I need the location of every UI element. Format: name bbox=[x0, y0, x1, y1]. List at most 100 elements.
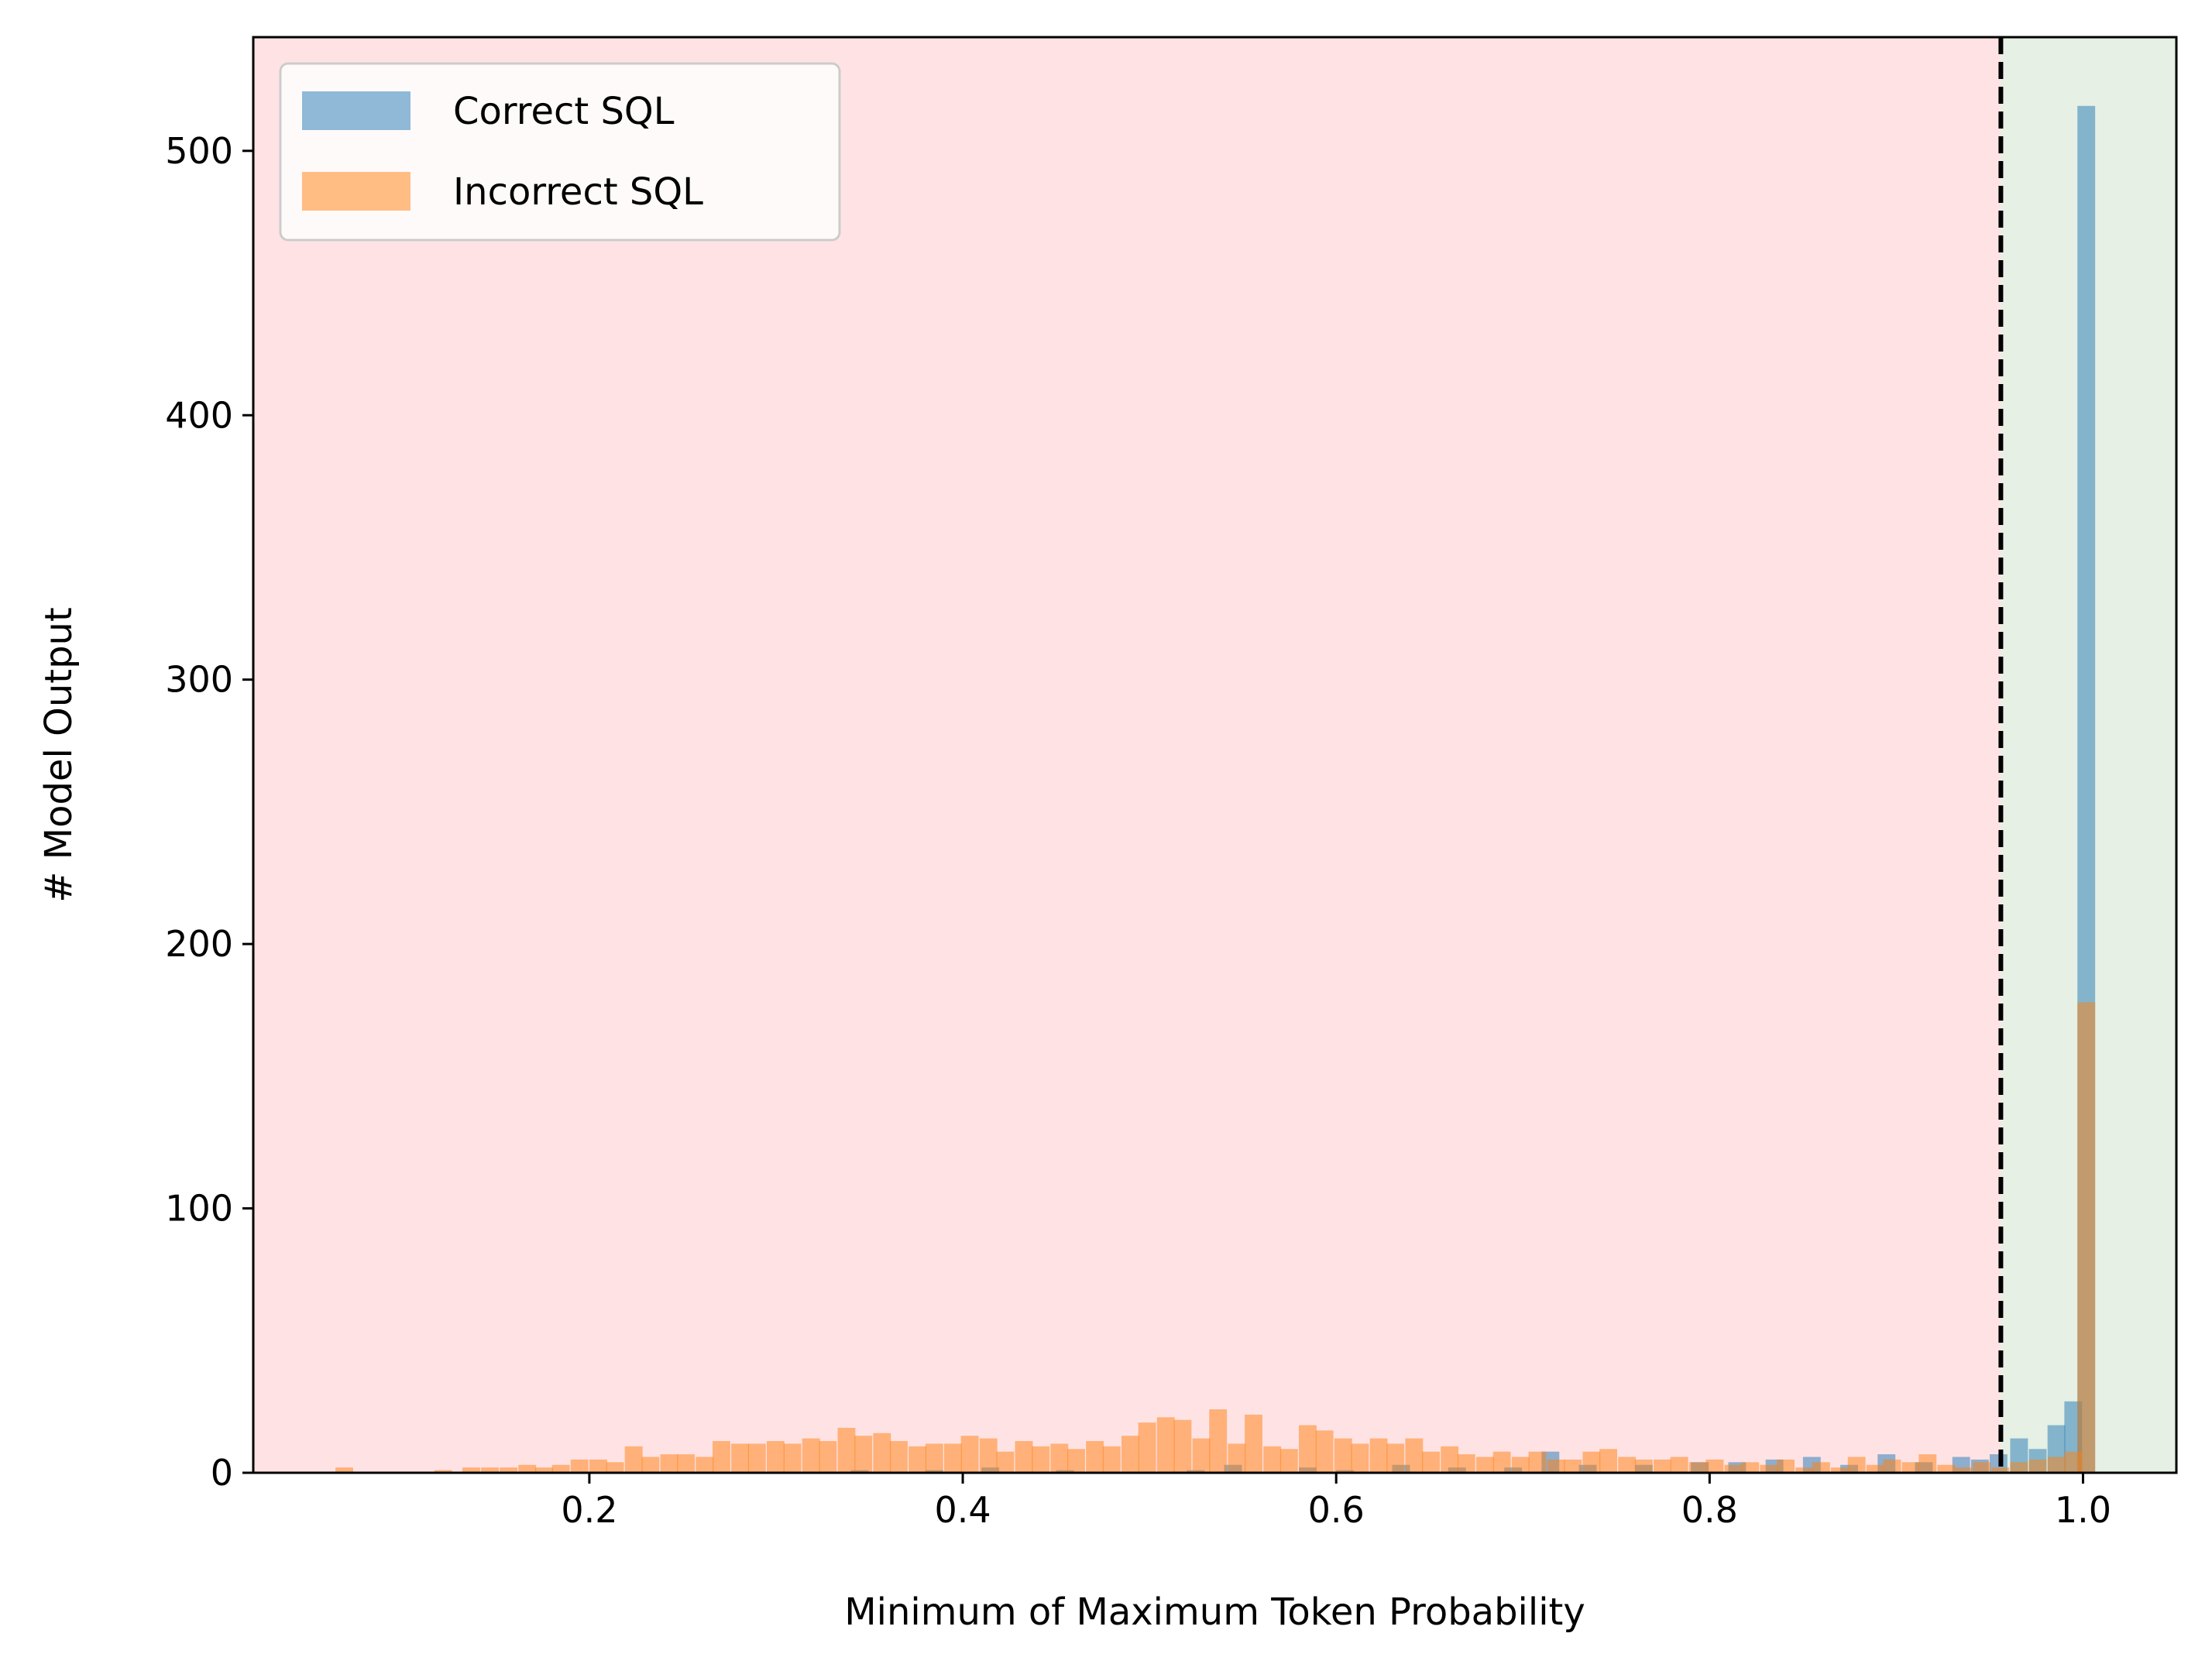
bar-incorrect-86 bbox=[1954, 1467, 1973, 1473]
bar-incorrect-70 bbox=[1670, 1457, 1688, 1473]
bar-incorrect-75 bbox=[1760, 1464, 1778, 1473]
bar-incorrect-32 bbox=[996, 1451, 1015, 1473]
bar-incorrect-85 bbox=[1937, 1464, 1956, 1473]
bar-incorrect-20 bbox=[783, 1443, 802, 1473]
bar-incorrect-36 bbox=[1067, 1449, 1085, 1473]
bar-incorrect-4 bbox=[500, 1467, 518, 1473]
bar-incorrect-53 bbox=[1369, 1438, 1388, 1473]
bar-incorrect-41 bbox=[1156, 1417, 1175, 1473]
bar-incorrect-89 bbox=[2010, 1462, 2028, 1473]
legend-swatch-incorrect bbox=[302, 172, 410, 211]
series-incorrect bbox=[335, 1002, 2096, 1473]
legend-swatch-correct bbox=[302, 91, 410, 130]
bar-incorrect-43 bbox=[1192, 1438, 1211, 1473]
bar-incorrect-66 bbox=[1599, 1449, 1618, 1473]
background-regions bbox=[253, 37, 2176, 1473]
bar-incorrect-88 bbox=[1991, 1467, 2010, 1473]
bar-incorrect-38 bbox=[1102, 1446, 1121, 1473]
bar-incorrect-74 bbox=[1741, 1462, 1760, 1473]
bar-incorrect-28 bbox=[925, 1443, 943, 1473]
bar-incorrect-2 bbox=[462, 1467, 480, 1473]
histogram-bars bbox=[335, 105, 2096, 1474]
x-tick-label: 0.6 bbox=[1308, 1489, 1365, 1531]
bar-incorrect-65 bbox=[1582, 1451, 1601, 1473]
bar-incorrect-30 bbox=[960, 1436, 979, 1473]
bar-incorrect-80 bbox=[1847, 1457, 1866, 1473]
bar-incorrect-17 bbox=[731, 1443, 750, 1473]
bar-incorrect-50 bbox=[1315, 1430, 1334, 1473]
bar-incorrect-12 bbox=[641, 1457, 660, 1473]
bar-incorrect-93 bbox=[2077, 1002, 2096, 1473]
bar-incorrect-90 bbox=[2028, 1459, 2047, 1473]
bar-incorrect-13 bbox=[660, 1454, 678, 1473]
legend-label-correct: Correct SQL bbox=[453, 90, 675, 133]
bar-incorrect-34 bbox=[1032, 1446, 1050, 1473]
bar-incorrect-52 bbox=[1351, 1443, 1369, 1473]
bar-incorrect-3 bbox=[481, 1467, 500, 1473]
bar-incorrect-10 bbox=[606, 1462, 624, 1473]
y-tick-label: 500 bbox=[165, 130, 233, 172]
legend-label-incorrect: Incorrect SQL bbox=[453, 170, 703, 214]
bar-incorrect-31 bbox=[979, 1438, 998, 1473]
bar-incorrect-67 bbox=[1618, 1457, 1637, 1473]
bar-incorrect-79 bbox=[1831, 1467, 1849, 1473]
bar-incorrect-23 bbox=[837, 1427, 856, 1473]
region-1 bbox=[253, 37, 2001, 1473]
bar-incorrect-42 bbox=[1173, 1419, 1192, 1473]
bar-incorrect-35 bbox=[1050, 1443, 1069, 1473]
bar-incorrect-27 bbox=[908, 1446, 927, 1473]
bar-incorrect-84 bbox=[1918, 1454, 1937, 1473]
x-tick-label: 1.0 bbox=[2055, 1489, 2111, 1531]
bar-incorrect-64 bbox=[1564, 1459, 1582, 1473]
bar-incorrect-63 bbox=[1547, 1459, 1565, 1473]
bar-incorrect-46 bbox=[1245, 1414, 1262, 1473]
bar-incorrect-60 bbox=[1492, 1451, 1511, 1473]
bar-incorrect-24 bbox=[854, 1436, 873, 1473]
bar-incorrect-83 bbox=[1901, 1462, 1920, 1473]
bar-incorrect-73 bbox=[1724, 1464, 1743, 1473]
bar-incorrect-39 bbox=[1121, 1436, 1139, 1473]
bar-incorrect-81 bbox=[1866, 1464, 1884, 1473]
bar-incorrect-22 bbox=[819, 1441, 837, 1473]
legend-box bbox=[279, 62, 841, 242]
x-tick-label: 0.2 bbox=[561, 1489, 617, 1531]
bar-incorrect-25 bbox=[873, 1433, 891, 1473]
x-tick-label: 0.4 bbox=[934, 1489, 991, 1531]
y-tick-label: 400 bbox=[165, 394, 233, 436]
bar-incorrect-56 bbox=[1422, 1451, 1440, 1473]
plot-frame bbox=[252, 36, 2178, 1474]
bar-incorrect-55 bbox=[1405, 1438, 1424, 1473]
bar-incorrect-33 bbox=[1015, 1441, 1033, 1473]
y-tick-label: 0 bbox=[211, 1452, 233, 1494]
bar-incorrect-62 bbox=[1528, 1451, 1547, 1473]
bar-incorrect-91 bbox=[2047, 1457, 2066, 1473]
bar-incorrect-82 bbox=[1883, 1459, 1901, 1473]
bar-incorrect-9 bbox=[589, 1459, 607, 1473]
bar-incorrect-14 bbox=[677, 1454, 696, 1473]
bar-incorrect-37 bbox=[1086, 1441, 1104, 1473]
y-axis-label: # Model Output bbox=[37, 607, 81, 903]
y-tick-label: 300 bbox=[165, 659, 233, 701]
bar-incorrect-21 bbox=[802, 1438, 820, 1473]
bar-incorrect-59 bbox=[1475, 1457, 1494, 1473]
bar-incorrect-57 bbox=[1441, 1446, 1459, 1473]
bar-incorrect-16 bbox=[713, 1441, 730, 1473]
bar-incorrect-58 bbox=[1457, 1454, 1475, 1473]
bar-incorrect-1 bbox=[434, 1470, 452, 1473]
bar-incorrect-11 bbox=[624, 1446, 643, 1473]
y-tick-label: 200 bbox=[165, 923, 233, 965]
axis-ticks: 0.2 0.4 0.6 0.8 1.0 0 100 200 300 400 500 bbox=[165, 130, 2111, 1531]
bar-incorrect-49 bbox=[1298, 1425, 1317, 1473]
bar-incorrect-26 bbox=[890, 1441, 908, 1473]
bar-incorrect-48 bbox=[1279, 1449, 1298, 1473]
bar-incorrect-6 bbox=[535, 1467, 553, 1473]
bar-incorrect-0 bbox=[335, 1467, 353, 1473]
y-tick-label: 100 bbox=[165, 1188, 233, 1230]
bar-incorrect-78 bbox=[1812, 1462, 1830, 1473]
bar-incorrect-76 bbox=[1777, 1459, 1795, 1473]
bar-incorrect-87 bbox=[1973, 1462, 1991, 1473]
bar-incorrect-69 bbox=[1654, 1459, 1671, 1473]
bar-incorrect-44 bbox=[1209, 1409, 1228, 1473]
x-axis-label: Minimum of Maximum Token Probability bbox=[844, 1590, 1585, 1634]
